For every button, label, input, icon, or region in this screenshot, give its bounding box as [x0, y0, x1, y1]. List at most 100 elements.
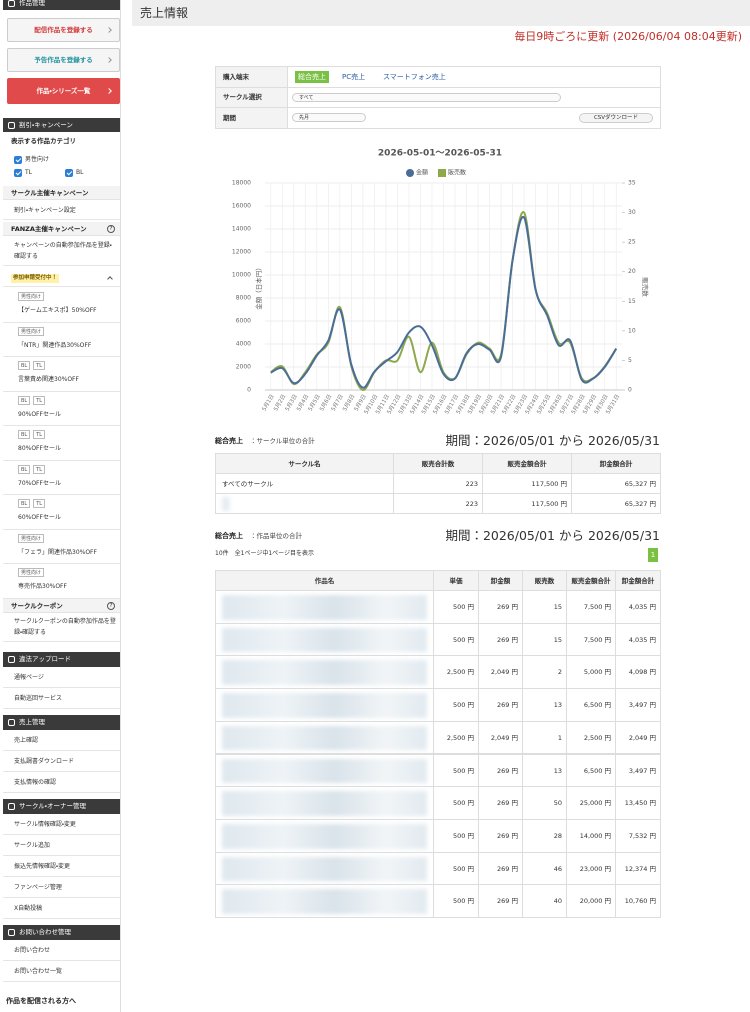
- table-cell: 15: [522, 622, 567, 657]
- checkbox[interactable]: [14, 156, 22, 164]
- csv-button[interactable]: CSVダウンロード: [579, 113, 653, 123]
- summary-title: 総合売上: [215, 532, 243, 540]
- checkbox[interactable]: [65, 169, 73, 177]
- campaign-item[interactable]: 男性向け 「NTR」関連作品30%OFF: [3, 323, 120, 357]
- cell-text: 23,000 円: [579, 864, 611, 873]
- campaign-item[interactable]: 男性向け 「フェラ」関連作品30%OFF: [3, 530, 120, 564]
- nav-link[interactable]: 通報ページ: [3, 667, 120, 688]
- summary-title: 総合売上: [215, 437, 243, 445]
- nav-link[interactable]: 支払情報の確認: [3, 772, 120, 793]
- sub-heading: FANZA主催キャンペーン?: [3, 222, 120, 236]
- footer-link[interactable]: 作品を配信される方へ: [6, 997, 76, 1005]
- table-cell: [215, 622, 434, 657]
- page-header: 売上情報: [132, 0, 750, 26]
- table-cell: 40: [522, 884, 567, 918]
- table-cell: 23,000 円: [566, 851, 616, 886]
- blurred-name: [222, 889, 427, 914]
- select-value: すべて: [299, 95, 314, 101]
- tag-group: 男性向け: [18, 326, 45, 337]
- cell-text: 269 円: [497, 831, 518, 840]
- heading-text: 売上管理: [19, 718, 45, 726]
- tag-group: BL TL: [18, 499, 46, 509]
- y2-tick-label: 10: [628, 327, 636, 334]
- table-cell: 65,327 円: [571, 473, 661, 494]
- sub-heading-text: サークル主催キャンペーン: [11, 189, 89, 197]
- cell-text: 2,049 円: [490, 733, 518, 742]
- heading-text: 違法アップロード: [19, 655, 71, 663]
- campaign-item[interactable]: BL TL 70%OFFセール: [3, 461, 120, 495]
- circle-select[interactable]: すべて: [292, 93, 561, 102]
- table-cell: 28: [522, 818, 567, 853]
- table-header: 販売合計数: [393, 453, 483, 474]
- table-cell: 3,497 円: [615, 688, 661, 722]
- y-tick-label: 4000: [236, 341, 251, 348]
- nav-link[interactable]: 振込先情報確認・変更: [3, 856, 120, 877]
- accepting-row: 参加申請受付中！: [3, 270, 120, 287]
- checkbox[interactable]: [14, 169, 22, 177]
- nav-link[interactable]: サークル情報確認・変更: [3, 814, 120, 835]
- nav-link[interactable]: 支払調書ダウンロード: [3, 751, 120, 772]
- campaign-name: 60%OFFセール: [18, 514, 61, 521]
- campaign-name: 90%OFFセール: [18, 410, 61, 418]
- campaign-item[interactable]: BL TL 60%OFFセール: [3, 495, 120, 530]
- page-button[interactable]: 1: [648, 548, 658, 562]
- nav-link[interactable]: お問い合わせ一覧: [3, 961, 120, 982]
- y-tick-label: 8000: [236, 295, 251, 302]
- blurred-name: [222, 823, 427, 849]
- cell-text: 2,500 円: [446, 733, 474, 742]
- button[interactable]: 配信作品を登録する: [7, 18, 120, 42]
- nav-link[interactable]: 売上確認: [3, 730, 120, 751]
- campaign-item[interactable]: BL TL 90%OFFセール: [3, 392, 120, 426]
- button-text: CSVダウンロード: [593, 115, 639, 121]
- table-cell: 1: [522, 720, 567, 755]
- nav-link[interactable]: 自動巡回サービス: [3, 688, 120, 709]
- table-cell: 500 円: [433, 688, 479, 722]
- section-heading: 割引・キャンペーン: [3, 118, 120, 132]
- table-cell: [215, 786, 434, 820]
- cell-text: すべてのサークル: [222, 480, 274, 488]
- icon: [8, 656, 15, 663]
- link-text: サークル情報確認・変更: [14, 821, 76, 828]
- icon: [8, 803, 15, 810]
- nav-link[interactable]: サークル追加: [3, 835, 120, 856]
- nav-link[interactable]: X自動投稿: [3, 898, 120, 919]
- y-tick-label: 0: [247, 387, 251, 394]
- campaign-item[interactable]: BL TL 80%OFFセール: [3, 426, 120, 461]
- link-text: 支払調書ダウンロード: [14, 758, 75, 765]
- cell-text: 14,000 円: [579, 831, 611, 840]
- cell-text: 117,500 円: [531, 480, 567, 488]
- legend-label: 金額: [416, 169, 428, 177]
- cell-text: 65,327 円: [624, 500, 656, 508]
- nav-link[interactable]: キャンペーンの自動参加作品を登録・確認する: [3, 237, 120, 266]
- collapse-icon[interactable]: [107, 276, 113, 282]
- table-cell: 2: [522, 655, 567, 690]
- tab[interactable]: PC売上: [342, 73, 366, 81]
- campaign-name: 80%OFFセール: [18, 445, 61, 452]
- table-cell: 65,327 円: [571, 493, 661, 514]
- tab[interactable]: スマートフォン売上: [383, 73, 446, 81]
- nav-link[interactable]: ファンページ管理: [3, 877, 120, 898]
- tag-group: BL TL: [18, 395, 46, 406]
- nav-link[interactable]: 割引・キャンペーン設定: [3, 202, 120, 220]
- nav-link[interactable]: サークルクーポンの自動参加作品を登録・確認する: [3, 613, 120, 642]
- campaign-item[interactable]: BL TL 言葉責め関連30%OFF: [3, 357, 120, 392]
- blurred-name: [222, 595, 427, 620]
- table-header: 作品名: [215, 570, 434, 591]
- period-select[interactable]: 先月: [292, 113, 366, 122]
- table-cell: 269 円: [478, 851, 523, 886]
- table-cell: 2,500 円: [433, 655, 479, 690]
- table-cell: 500 円: [433, 753, 479, 788]
- table-cell: 6,500 円: [566, 753, 616, 788]
- table-cell: 7,532 円: [615, 818, 661, 853]
- campaign-item[interactable]: 男性向け 【ゲームエキスポ】50%OFF: [3, 288, 120, 323]
- table-header: 単価: [433, 570, 479, 591]
- nav-link[interactable]: お問い合わせ: [3, 940, 120, 961]
- button[interactable]: 作品・シリーズ一覧: [7, 78, 120, 104]
- tab-active[interactable]: 総合売上: [295, 71, 329, 83]
- table-cell: 269 円: [478, 884, 523, 918]
- button[interactable]: 予告作品を登録する: [7, 48, 120, 72]
- link-text: サークルクーポンの自動参加作品を登録・確認する: [14, 618, 116, 636]
- cell-text: 7,532 円: [628, 831, 656, 840]
- campaign-item[interactable]: 男性向け 専売作品30%OFF: [3, 564, 120, 599]
